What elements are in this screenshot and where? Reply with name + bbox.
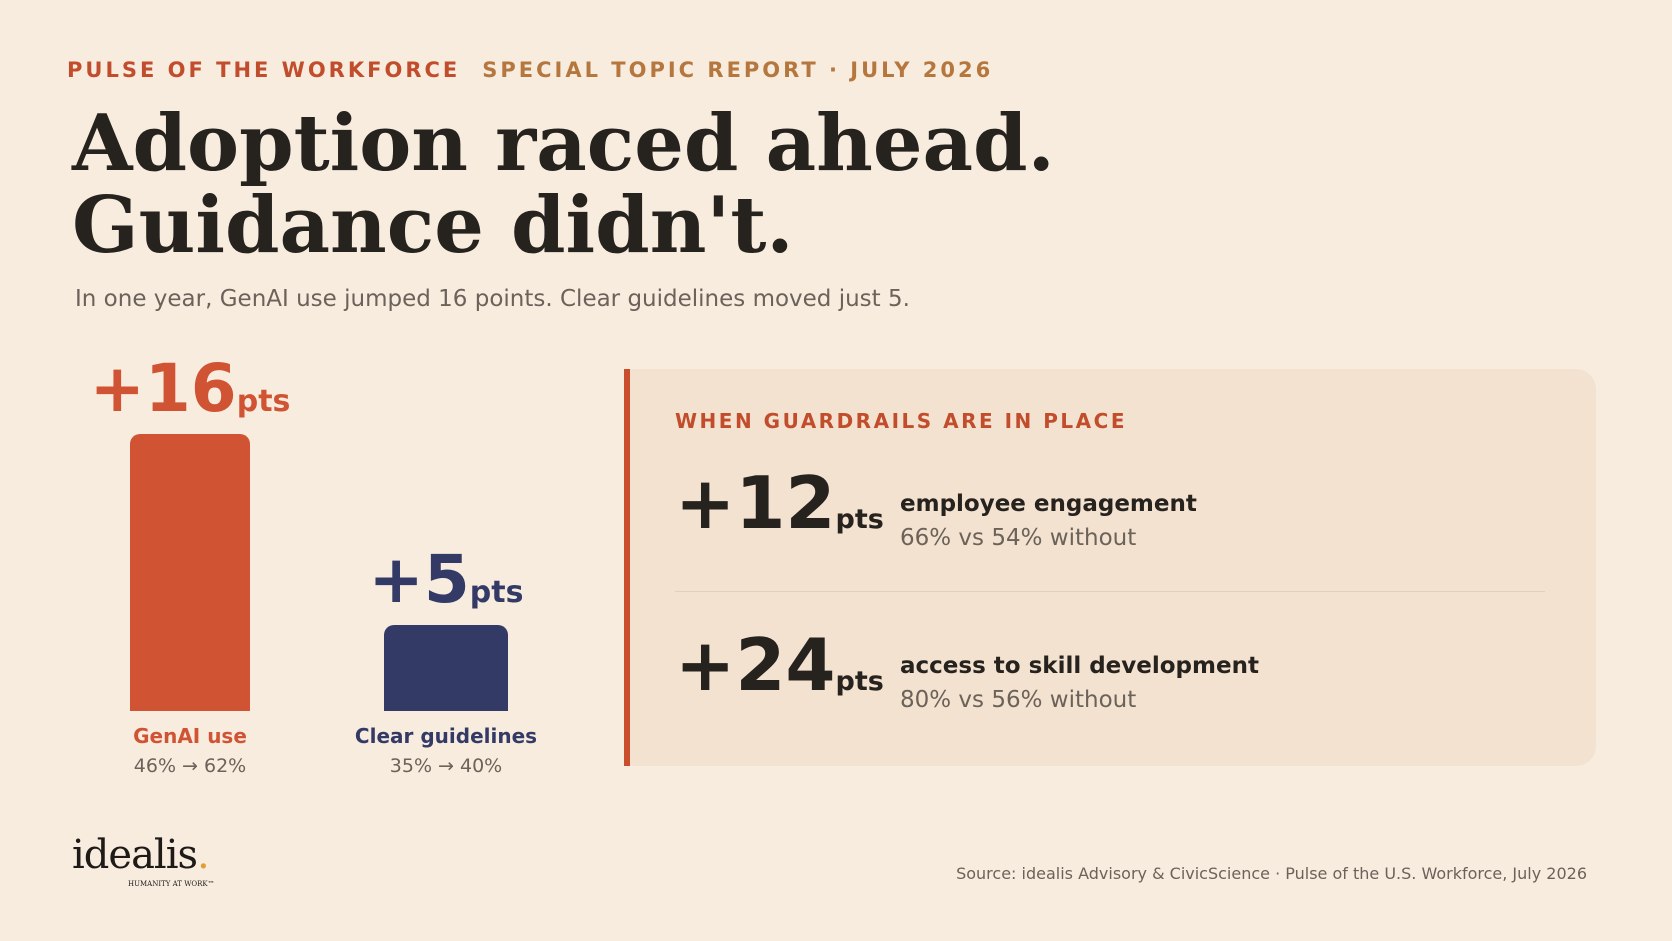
clear-guidelines-delta-label: +5pts: [326, 541, 566, 618]
genai-use-delta-label: +16pts: [70, 350, 310, 427]
guardrails-panel: WHEN GUARDRAILS ARE IN PLACE +12pts empl…: [624, 369, 1596, 766]
genai-use-bar: [130, 434, 250, 711]
skill-development-value-group: +24pts: [675, 623, 884, 707]
clear-guidelines-category-label: Clear guidelines: [326, 724, 566, 748]
genai-use-delta-unit: pts: [237, 384, 291, 419]
logo-wordmark: idealis: [72, 832, 197, 878]
bar-chart: +16pts GenAI use 46% → 62% +5pts Clear guide…: [0, 0, 600, 800]
skill-development-value: +24: [675, 623, 836, 707]
genai-use-delta-value: +16: [90, 350, 237, 427]
skill-development-detail: 80% vs 56% without: [900, 687, 1136, 713]
guardrails-title: WHEN GUARDRAILS ARE IN PLACE: [675, 409, 1127, 433]
engagement-stat: +12pts employee engagement 66% vs 54% wi…: [675, 461, 1555, 561]
skill-development-stat: +24pts access to skill development 80% v…: [675, 623, 1555, 723]
engagement-value-group: +12pts: [675, 461, 884, 545]
genai-use-range-label: 46% → 62%: [70, 755, 310, 777]
engagement-detail: 66% vs 54% without: [900, 525, 1136, 551]
logo-dot: .: [197, 832, 209, 878]
logo-tagline: HUMANITY AT WORK™: [128, 880, 215, 888]
skill-development-unit: pts: [836, 666, 884, 697]
idealis-logo: idealis. HUMANITY AT WORK™: [72, 832, 209, 878]
clear-guidelines-delta-unit: pts: [470, 575, 524, 610]
engagement-label: employee engagement: [900, 491, 1197, 517]
engagement-unit: pts: [836, 504, 884, 535]
clear-guidelines-bar: [384, 625, 508, 712]
genai-use-category-label: GenAI use: [70, 724, 310, 748]
engagement-value: +12: [675, 461, 836, 545]
clear-guidelines-delta-value: +5: [369, 541, 470, 618]
clear-guidelines-range-label: 35% → 40%: [326, 755, 566, 777]
stat-divider: [675, 591, 1545, 592]
skill-development-label: access to skill development: [900, 653, 1259, 679]
source-note: Source: idealis Advisory & CivicScience …: [956, 864, 1587, 883]
